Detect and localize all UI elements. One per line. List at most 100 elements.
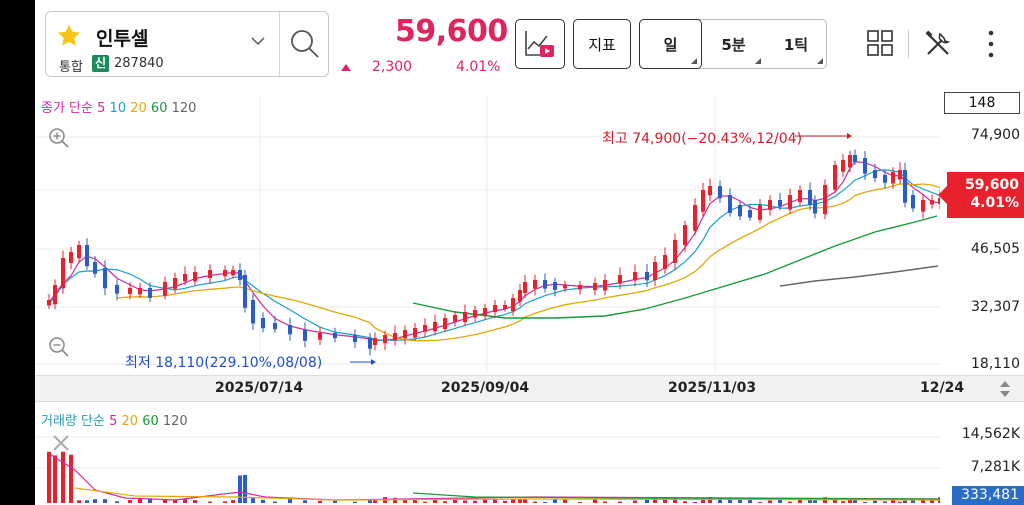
ma10-label: 10: [109, 101, 127, 116]
candle-body: [921, 200, 925, 212]
volume-bar: [673, 497, 677, 503]
candle-body: [103, 268, 107, 289]
volume-bar: [85, 500, 89, 503]
volume-bar: [930, 499, 934, 503]
tools-icon[interactable]: [924, 30, 952, 58]
more-vertical-icon[interactable]: [985, 28, 997, 60]
volume-bar: [77, 500, 81, 503]
candle-body: [231, 270, 235, 276]
layout-grid-icon[interactable]: [867, 30, 893, 56]
x-label: 2025/07/14: [215, 380, 304, 396]
vol-ma120-label: 120: [162, 414, 188, 429]
volume-bar: [863, 501, 867, 503]
volume-bar: [483, 499, 487, 503]
indicator-button[interactable]: 지표: [573, 19, 631, 69]
candle-body: [148, 288, 152, 298]
period-selector: 일 5분 1틱: [639, 19, 827, 69]
candle-body: [798, 190, 802, 203]
volume-bar: [368, 500, 372, 503]
candle-body: [645, 272, 649, 281]
ma20-line: [116, 183, 940, 342]
volume-bar: [251, 497, 255, 503]
current-price-tag-pct: 4.01%: [970, 195, 1019, 211]
candle-body: [848, 155, 852, 168]
volume-bar: [208, 501, 212, 503]
volume-bar: [563, 499, 567, 503]
candle-body: [77, 245, 81, 259]
volume-bar: [503, 500, 507, 503]
candle-body: [483, 308, 487, 316]
y-label-mid-low: 32,307: [971, 299, 1020, 315]
star-icon[interactable]: [56, 23, 82, 49]
ma120-line: [779, 265, 939, 287]
volume-bar: [728, 498, 732, 503]
period-day-tab[interactable]: 일: [639, 19, 702, 69]
candle-body: [683, 225, 687, 246]
candle-body: [238, 270, 242, 281]
volume-bar: [463, 500, 467, 503]
candle-body: [673, 240, 677, 263]
chevron-down-icon[interactable]: [251, 36, 265, 46]
candle-body: [333, 333, 337, 339]
price-chart[interactable]: [35, 90, 940, 505]
candle-body: [413, 328, 417, 338]
volume-bar: [578, 501, 582, 503]
zoom-out-icon[interactable]: [48, 336, 70, 358]
volume-bar: [231, 500, 235, 503]
candle-body: [778, 200, 782, 207]
candle-body: [563, 285, 567, 289]
low-arrowhead: [371, 359, 376, 365]
close-icon[interactable]: [51, 433, 71, 453]
volume-bar: [758, 501, 762, 503]
candle-body: [788, 195, 792, 210]
vol-ma60-line: [412, 492, 940, 500]
stock-selector[interactable]: 인투셀 통합 신 287840: [45, 11, 329, 77]
volume-bar: [373, 500, 377, 503]
volume-bar: [883, 501, 887, 503]
candle-body: [463, 312, 467, 323]
price-scale-box[interactable]: 148: [944, 92, 1020, 114]
volume-bar: [173, 499, 177, 503]
candle-body: [368, 338, 372, 349]
candle-body: [503, 305, 507, 309]
candle-body: [518, 290, 522, 302]
candle-body: [163, 282, 167, 296]
candle-body: [273, 323, 277, 330]
candle-body: [663, 255, 667, 269]
ma120-label: 120: [171, 101, 197, 116]
market-badge: 신: [92, 55, 109, 72]
zoom-in-icon[interactable]: [48, 127, 70, 149]
volume-bar: [115, 501, 119, 503]
volume-legend[interactable]: 거래량 단순 5 20 60 120: [41, 410, 188, 429]
x-axis[interactable]: 2025/07/14 2025/09/04 2025/11/03 12/24: [35, 375, 1024, 402]
volume-bar: [841, 501, 845, 503]
candle-body: [473, 310, 477, 318]
low-annotation: 최저 18,110(229.10%,08/08): [125, 355, 323, 371]
candle-body: [823, 185, 827, 215]
chart-type-button[interactable]: [515, 19, 565, 69]
candle-body: [898, 170, 902, 180]
y-label-min: 18,110: [971, 356, 1020, 372]
period-1tick-tab[interactable]: 1틱: [765, 20, 827, 68]
volume-bar: [393, 497, 397, 503]
candle-body: [553, 282, 557, 290]
volume-bar: [163, 499, 167, 503]
period-5min-tab[interactable]: 5분: [702, 20, 765, 68]
candle-body: [543, 280, 547, 289]
volume-bar: [453, 499, 457, 503]
candle-body: [183, 274, 187, 282]
candle-body: [511, 298, 515, 312]
candle-body: [69, 252, 73, 264]
volume-bar: [798, 498, 802, 503]
candle-body: [813, 200, 817, 214]
volume-bar: [833, 499, 837, 503]
scroll-updown-icon[interactable]: [999, 380, 1011, 398]
candle-body: [443, 318, 447, 330]
volume-bar: [423, 501, 427, 503]
search-icon[interactable]: [289, 28, 321, 60]
volume-bar: [511, 499, 515, 503]
price-legend[interactable]: 종가 단순 5 10 20 60 120: [41, 97, 196, 116]
volume-bar: [653, 498, 657, 503]
volume-bar: [813, 500, 817, 503]
candle-body: [138, 288, 142, 295]
